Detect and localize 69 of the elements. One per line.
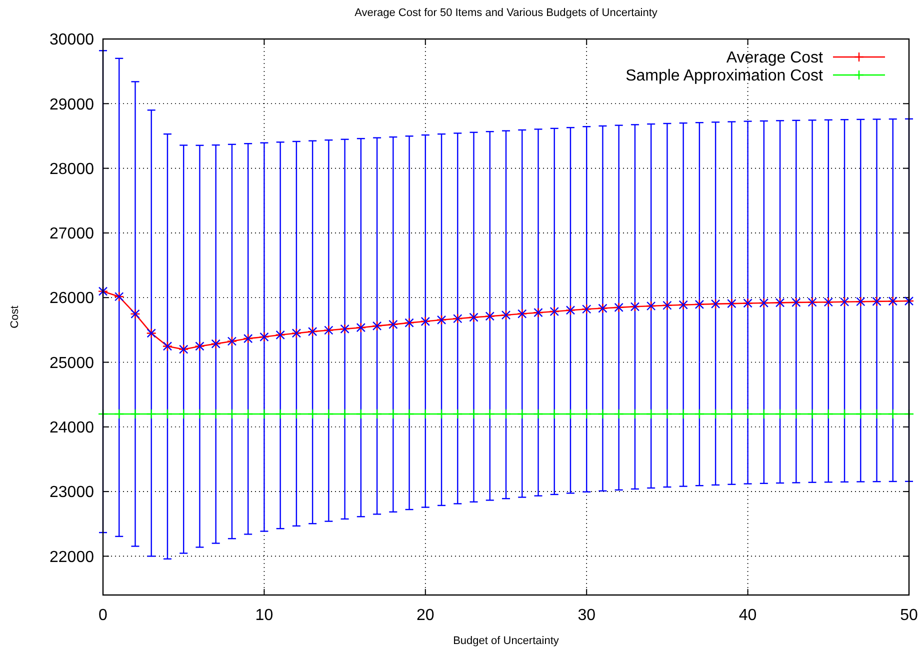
y-tick-label: 27000 bbox=[50, 226, 94, 243]
point bbox=[646, 408, 656, 420]
point bbox=[614, 408, 624, 420]
legend-label: Sample Approximation Cost bbox=[626, 68, 824, 85]
point bbox=[856, 408, 866, 420]
point bbox=[307, 408, 318, 420]
point bbox=[452, 408, 463, 420]
point bbox=[517, 408, 528, 420]
x-tick-label: 20 bbox=[416, 607, 434, 624]
y-tick-label: 25000 bbox=[50, 354, 94, 372]
point bbox=[259, 408, 270, 420]
x-tick-label: 10 bbox=[255, 607, 274, 624]
x-tick-label: 0 bbox=[98, 607, 108, 624]
point bbox=[146, 408, 156, 420]
point bbox=[872, 408, 882, 420]
chart-title: Average Cost for 50 Items and Various Budgets of Uncertainty bbox=[354, 7, 658, 19]
point bbox=[742, 408, 753, 420]
point bbox=[114, 408, 124, 420]
point bbox=[324, 408, 334, 420]
point bbox=[710, 408, 721, 420]
point bbox=[888, 408, 898, 420]
point bbox=[807, 408, 818, 420]
point bbox=[420, 408, 430, 420]
y-axis-title: Cost bbox=[9, 306, 21, 328]
point bbox=[194, 408, 205, 420]
point bbox=[130, 408, 140, 420]
y-tick-label: 23000 bbox=[50, 484, 94, 502]
point bbox=[598, 408, 608, 420]
y-tick-label: 29000 bbox=[50, 96, 94, 114]
point bbox=[356, 408, 366, 420]
point bbox=[678, 408, 688, 420]
point bbox=[162, 408, 173, 420]
y-tick-label: 22000 bbox=[50, 548, 94, 566]
point bbox=[662, 408, 672, 420]
point bbox=[533, 408, 544, 420]
point bbox=[291, 408, 302, 420]
x-tick-label: 30 bbox=[578, 607, 596, 624]
point bbox=[210, 408, 221, 420]
legend-label: Average Cost bbox=[726, 50, 824, 67]
point bbox=[823, 408, 834, 420]
x-axis-title: Budget of Uncertainty bbox=[453, 635, 560, 647]
point bbox=[774, 408, 786, 420]
point bbox=[758, 408, 770, 420]
point bbox=[500, 408, 512, 420]
point bbox=[582, 408, 592, 420]
point bbox=[565, 408, 576, 420]
point bbox=[694, 408, 705, 420]
point bbox=[404, 408, 414, 420]
point bbox=[468, 408, 479, 420]
point bbox=[372, 408, 382, 420]
point bbox=[178, 408, 189, 420]
point bbox=[275, 408, 286, 420]
x-tick-label: 50 bbox=[900, 607, 918, 624]
y-tick-label: 26000 bbox=[50, 290, 94, 308]
x-tick-label: 40 bbox=[738, 607, 757, 624]
point bbox=[388, 408, 398, 420]
point bbox=[726, 408, 737, 420]
point bbox=[549, 408, 560, 420]
point bbox=[226, 408, 238, 420]
point bbox=[340, 408, 350, 420]
point bbox=[436, 408, 447, 420]
point bbox=[242, 408, 254, 420]
y-tick-label: 28000 bbox=[50, 160, 94, 178]
point bbox=[839, 408, 850, 420]
y-tick-label: 30000 bbox=[50, 32, 94, 49]
point bbox=[484, 408, 495, 420]
y-tick-label: 24000 bbox=[50, 420, 94, 437]
point bbox=[630, 408, 640, 420]
point bbox=[791, 408, 802, 420]
